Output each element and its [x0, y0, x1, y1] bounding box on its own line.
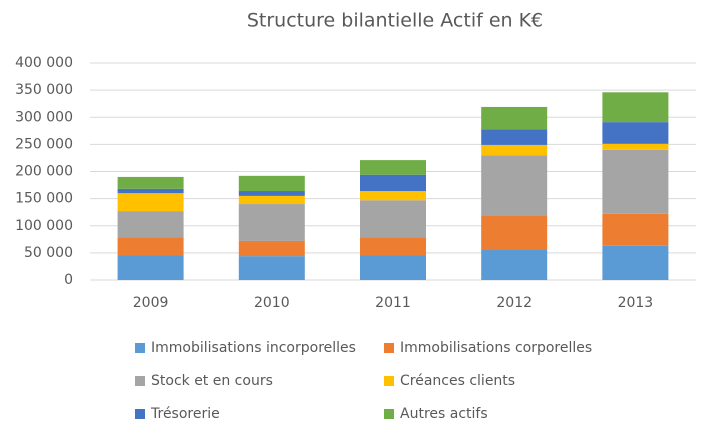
- bar-segment: [602, 149, 669, 214]
- bar-segment: [238, 256, 305, 280]
- bar-segment: [481, 129, 548, 145]
- bar-segment: [481, 249, 548, 280]
- x-tick-label: 2009: [133, 295, 169, 311]
- chart-title: Structure bilantielle Actif en K€: [247, 10, 543, 32]
- bar-segment: [602, 92, 669, 123]
- bar-segment: [602, 143, 669, 150]
- y-tick-label: 400 000: [15, 55, 73, 71]
- legend-swatch: [135, 376, 145, 386]
- bar-segment: [238, 240, 305, 257]
- y-tick-label: 50 000: [24, 245, 73, 261]
- x-tick-label: 2012: [496, 295, 532, 311]
- bar-segment: [360, 237, 426, 256]
- y-tick-label: 150 000: [15, 191, 73, 207]
- bar-segment: [117, 255, 184, 280]
- y-tick-label: 0: [64, 272, 73, 288]
- legend-label: Trésorerie: [150, 406, 220, 422]
- bar-segment: [360, 174, 426, 192]
- y-tick-label: 300 000: [15, 109, 73, 125]
- bar-segment: [117, 237, 184, 256]
- bar-segment: [360, 255, 426, 280]
- legend-swatch: [384, 376, 394, 386]
- bar-segment: [602, 245, 669, 280]
- bar-segment: [602, 122, 669, 144]
- bar-segment: [481, 215, 548, 250]
- bar-segment: [238, 175, 305, 192]
- bar-segment: [117, 193, 184, 212]
- bar-segment: [481, 155, 548, 216]
- legend-swatch: [135, 343, 145, 353]
- legend-swatch: [384, 343, 394, 353]
- y-tick-label: 200 000: [15, 164, 73, 180]
- legend-swatch: [135, 409, 145, 419]
- bar-segment: [360, 191, 426, 201]
- x-tick-label: 2011: [375, 295, 411, 311]
- legend-swatch: [384, 409, 394, 419]
- bar-segment: [481, 144, 548, 156]
- bar-segment: [602, 213, 669, 246]
- y-tick-label: 250 000: [15, 136, 73, 152]
- y-tick-label: 100 000: [15, 218, 73, 234]
- bar-segment: [360, 160, 426, 175]
- bar-segment: [238, 195, 305, 205]
- bar-segment: [360, 200, 426, 238]
- bar-segment: [117, 188, 184, 194]
- bar-segment: [117, 176, 184, 189]
- legend-label: Immobilisations corporelles: [400, 340, 592, 356]
- bar-segment: [238, 204, 305, 241]
- bar-segment: [117, 211, 184, 238]
- bar-segment: [481, 106, 548, 130]
- legend-label: Immobilisations incorporelles: [151, 340, 356, 356]
- bar-segment: [238, 191, 305, 196]
- legend-label: Stock et en cours: [151, 373, 273, 389]
- x-tick-label: 2013: [618, 295, 654, 311]
- legend-label: Créances clients: [400, 373, 515, 389]
- legend-label: Autres actifs: [400, 406, 488, 422]
- x-tick-label: 2010: [254, 295, 290, 311]
- y-tick-label: 350 000: [15, 82, 73, 98]
